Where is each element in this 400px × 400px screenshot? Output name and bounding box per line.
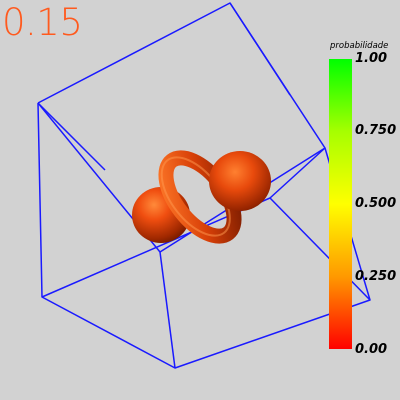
- isosurface: [132, 150, 271, 244]
- colorbar: [329, 59, 352, 349]
- box-edge: [37, 2, 371, 369]
- right-lobe: [209, 151, 271, 211]
- box-edge: [269, 147, 326, 199]
- box-edge: [37, 102, 106, 171]
- time-label: 0.15: [2, 1, 83, 44]
- box-edge: [269, 197, 371, 301]
- bounding-box: [37, 2, 371, 369]
- box-edge: [229, 2, 291, 96]
- colorbar-tick-0-750: 0.750: [355, 123, 397, 138]
- colorbar-gradient: [329, 59, 352, 349]
- colorbar-tick-0-00: 0.00: [355, 342, 388, 357]
- colorbar-tick-0-250: 0.250: [355, 269, 397, 284]
- colorbar-title: probabilidade: [330, 41, 389, 51]
- box-edge: [159, 251, 176, 369]
- colorbar-tick-1-00: 1.00: [355, 51, 388, 66]
- colorbar-tick-0-500: 0.500: [355, 196, 397, 211]
